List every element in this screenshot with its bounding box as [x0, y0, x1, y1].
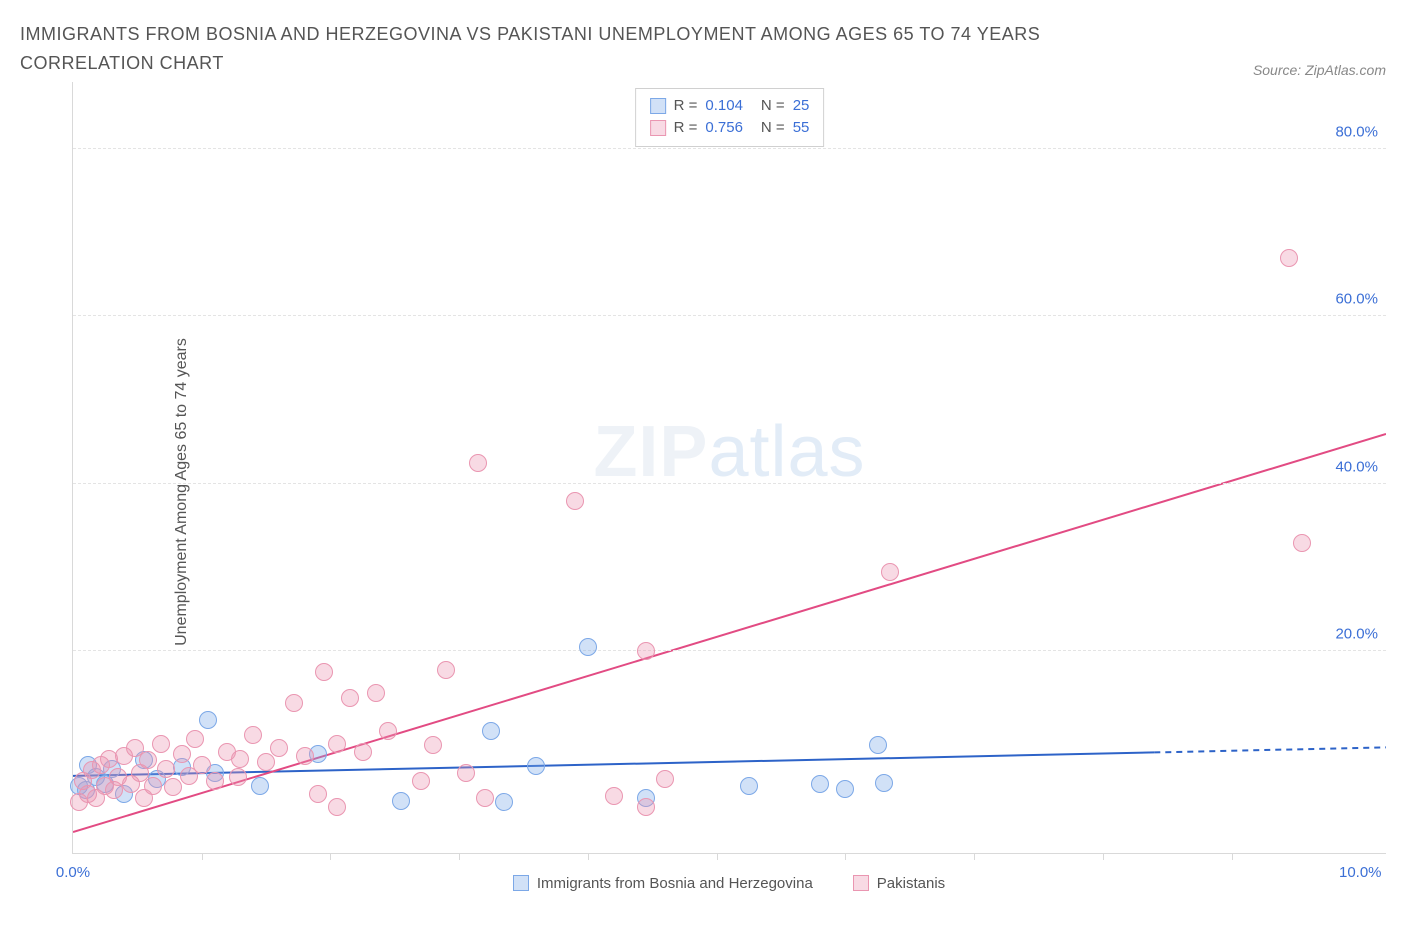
data-point-pakistani — [309, 785, 327, 803]
data-point-pakistani — [341, 689, 359, 707]
stat-n-value: 25 — [793, 95, 810, 118]
data-point-pakistani — [328, 798, 346, 816]
legend-label: Pakistanis — [877, 875, 945, 892]
x-tick — [330, 853, 331, 860]
data-point-pakistani — [637, 642, 655, 660]
stat-n-label: N = — [761, 117, 785, 140]
y-tick-label: 40.0% — [1335, 458, 1378, 475]
data-point-bosnia — [811, 775, 829, 793]
plot-area: ZIPatlas R = 0.104 N = 25 R = 0.756 N = 55 20.0… — [72, 82, 1386, 854]
stat-r-value: 0.756 — [705, 117, 743, 140]
data-point-pakistani — [469, 454, 487, 472]
data-point-pakistani — [135, 789, 153, 807]
watermark-a: ZIP — [593, 412, 708, 492]
data-point-pakistani — [457, 764, 475, 782]
data-point-pakistani — [173, 745, 191, 763]
stat-n-label: N = — [761, 95, 785, 118]
data-point-pakistani — [164, 778, 182, 796]
data-point-pakistani — [157, 760, 175, 778]
stats-row-bosnia: R = 0.104 N = 25 — [650, 95, 810, 118]
data-point-pakistani — [881, 563, 899, 581]
data-point-pakistani — [476, 789, 494, 807]
x-tick — [1103, 853, 1104, 860]
x-tick — [1232, 853, 1233, 860]
data-point-bosnia — [199, 711, 217, 729]
data-point-pakistani — [296, 747, 314, 765]
data-point-pakistani — [139, 751, 157, 769]
gridline-h — [73, 148, 1386, 149]
x-tick — [974, 853, 975, 860]
stats-row-pakistani: R = 0.756 N = 55 — [650, 117, 810, 140]
gridline-h — [73, 650, 1386, 651]
data-point-pakistani — [285, 694, 303, 712]
x-tick — [845, 853, 846, 860]
data-point-bosnia — [579, 638, 597, 656]
y-tick-label: 80.0% — [1335, 123, 1378, 140]
chart-container: IMMIGRANTS FROM BOSNIA AND HERZEGOVINA V… — [20, 20, 1386, 910]
trend-line — [73, 434, 1386, 832]
data-point-pakistani — [270, 739, 288, 757]
data-point-bosnia — [740, 777, 758, 795]
data-point-bosnia — [875, 774, 893, 792]
data-point-pakistani — [566, 492, 584, 510]
data-point-pakistani — [367, 684, 385, 702]
data-point-pakistani — [229, 768, 247, 786]
data-point-pakistani — [186, 730, 204, 748]
legend-item-bosnia: Immigrants from Bosnia and Herzegovina — [513, 875, 813, 892]
data-point-pakistani — [354, 743, 372, 761]
watermark-b: atlas — [708, 412, 865, 492]
data-point-pakistani — [257, 753, 275, 771]
title-row: IMMIGRANTS FROM BOSNIA AND HERZEGOVINA V… — [20, 20, 1386, 78]
gridline-h — [73, 315, 1386, 316]
data-point-pakistani — [637, 798, 655, 816]
x-tick — [459, 853, 460, 860]
data-point-bosnia — [251, 777, 269, 795]
data-point-pakistani — [424, 736, 442, 754]
gridline-h — [73, 483, 1386, 484]
data-point-pakistani — [193, 756, 211, 774]
data-point-bosnia — [836, 780, 854, 798]
data-point-bosnia — [495, 793, 513, 811]
stat-r-value: 0.104 — [705, 95, 743, 118]
stats-legend-box: R = 0.104 N = 25 R = 0.756 N = 55 — [635, 88, 825, 147]
plot-wrap: Unemployment Among Ages 65 to 74 years Z… — [20, 82, 1386, 902]
stat-r-label: R = — [674, 95, 698, 118]
data-point-bosnia — [869, 736, 887, 754]
swatch-icon — [513, 875, 529, 891]
stat-r-label: R = — [674, 117, 698, 140]
data-point-pakistani — [206, 772, 224, 790]
swatch-icon — [650, 120, 666, 136]
watermark: ZIPatlas — [593, 411, 865, 493]
data-point-bosnia — [482, 722, 500, 740]
data-point-pakistani — [152, 735, 170, 753]
data-point-pakistani — [656, 770, 674, 788]
swatch-icon — [853, 875, 869, 891]
stat-n-value: 55 — [793, 117, 810, 140]
legend-label: Immigrants from Bosnia and Herzegovina — [537, 875, 813, 892]
x-tick — [202, 853, 203, 860]
data-point-pakistani — [437, 661, 455, 679]
data-point-pakistani — [244, 726, 262, 744]
data-point-pakistani — [315, 663, 333, 681]
x-tick — [588, 853, 589, 860]
swatch-icon — [650, 98, 666, 114]
data-point-pakistani — [379, 722, 397, 740]
data-point-pakistani — [412, 772, 430, 790]
data-point-bosnia — [392, 792, 410, 810]
data-point-pakistani — [231, 750, 249, 768]
trend-line — [1154, 747, 1386, 752]
data-point-pakistani — [1293, 534, 1311, 552]
data-point-pakistani — [328, 735, 346, 753]
y-tick-label: 60.0% — [1335, 291, 1378, 308]
data-point-bosnia — [527, 757, 545, 775]
series-legend: Immigrants from Bosnia and Herzegovina Pa… — [72, 875, 1386, 892]
y-tick-label: 20.0% — [1335, 626, 1378, 643]
legend-item-pakistani: Pakistanis — [853, 875, 945, 892]
source-attribution: Source: ZipAtlas.com — [1253, 62, 1386, 78]
chart-title: IMMIGRANTS FROM BOSNIA AND HERZEGOVINA V… — [20, 20, 1120, 78]
data-point-pakistani — [605, 787, 623, 805]
data-point-pakistani — [1280, 249, 1298, 267]
x-tick — [717, 853, 718, 860]
trend-lines-svg — [73, 82, 1386, 853]
